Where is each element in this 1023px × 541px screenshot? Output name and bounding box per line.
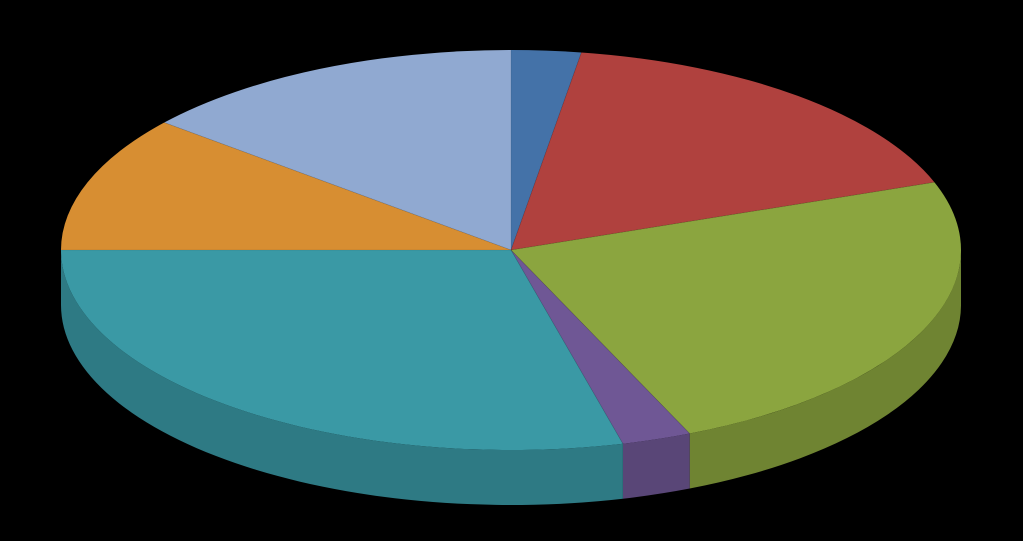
pie-chart-svg — [0, 0, 1023, 541]
pie-chart-container — [0, 0, 1023, 541]
slice-purple-side — [623, 434, 690, 499]
